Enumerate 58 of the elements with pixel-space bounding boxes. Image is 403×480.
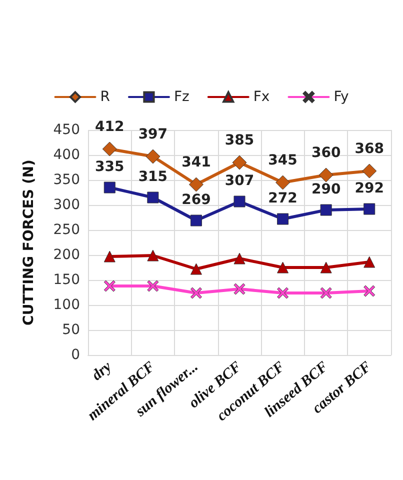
data-label: 269 (182, 192, 211, 208)
legend-label: R (100, 89, 110, 105)
data-label: 368 (354, 140, 384, 157)
y-tick-label: 250 (53, 222, 80, 238)
data-label: 272 (268, 190, 298, 206)
point (188, 177, 204, 192)
point (234, 252, 246, 264)
data-label: 307 (224, 172, 254, 189)
point (147, 250, 159, 262)
legend-label: Fz (174, 89, 190, 105)
point (276, 175, 290, 190)
point (104, 250, 116, 262)
y-tick-label: 0 (71, 347, 80, 363)
point (147, 192, 159, 204)
point (190, 214, 202, 226)
point (320, 262, 332, 274)
y-tick-label: 450 (53, 122, 80, 138)
data-label: 397 (138, 126, 168, 142)
point (364, 285, 376, 297)
data-label: 385 (224, 132, 254, 148)
point (364, 256, 376, 268)
legend-label: Fy (334, 89, 349, 105)
point (364, 203, 376, 215)
x-tick-label: dry (89, 358, 116, 384)
point (277, 262, 289, 274)
y-tick-label: 150 (53, 272, 80, 288)
point (104, 182, 116, 194)
data-label: 360 (311, 144, 341, 161)
point (318, 168, 334, 182)
data-label: 292 (354, 180, 384, 196)
point (277, 287, 289, 299)
y-tick-label: 300 (53, 197, 80, 213)
y-tick-label: 200 (53, 247, 80, 263)
point (190, 287, 202, 299)
y-tick-label: 400 (53, 147, 80, 163)
data-label: 315 (138, 168, 168, 185)
point (190, 263, 202, 275)
point (232, 155, 247, 170)
y-axis-title: CUTTING FORCES (N) (21, 160, 37, 326)
point (234, 283, 246, 295)
data-label: 412 (95, 118, 124, 135)
point (320, 204, 332, 216)
y-tick-label: 50 (62, 322, 80, 338)
point (147, 280, 159, 292)
data-label: 290 (311, 181, 341, 198)
point (102, 142, 117, 156)
point (277, 213, 289, 225)
point (320, 287, 332, 299)
point (146, 149, 160, 164)
y-tick-label: 350 (53, 172, 80, 188)
data-label: 335 (95, 158, 124, 175)
legend-label: Fx (253, 89, 270, 105)
data-label: 341 (182, 154, 211, 170)
data-label: 345 (268, 152, 298, 168)
point (362, 164, 377, 178)
point (234, 196, 246, 208)
point (104, 280, 116, 292)
y-tick-label: 100 (53, 297, 80, 313)
